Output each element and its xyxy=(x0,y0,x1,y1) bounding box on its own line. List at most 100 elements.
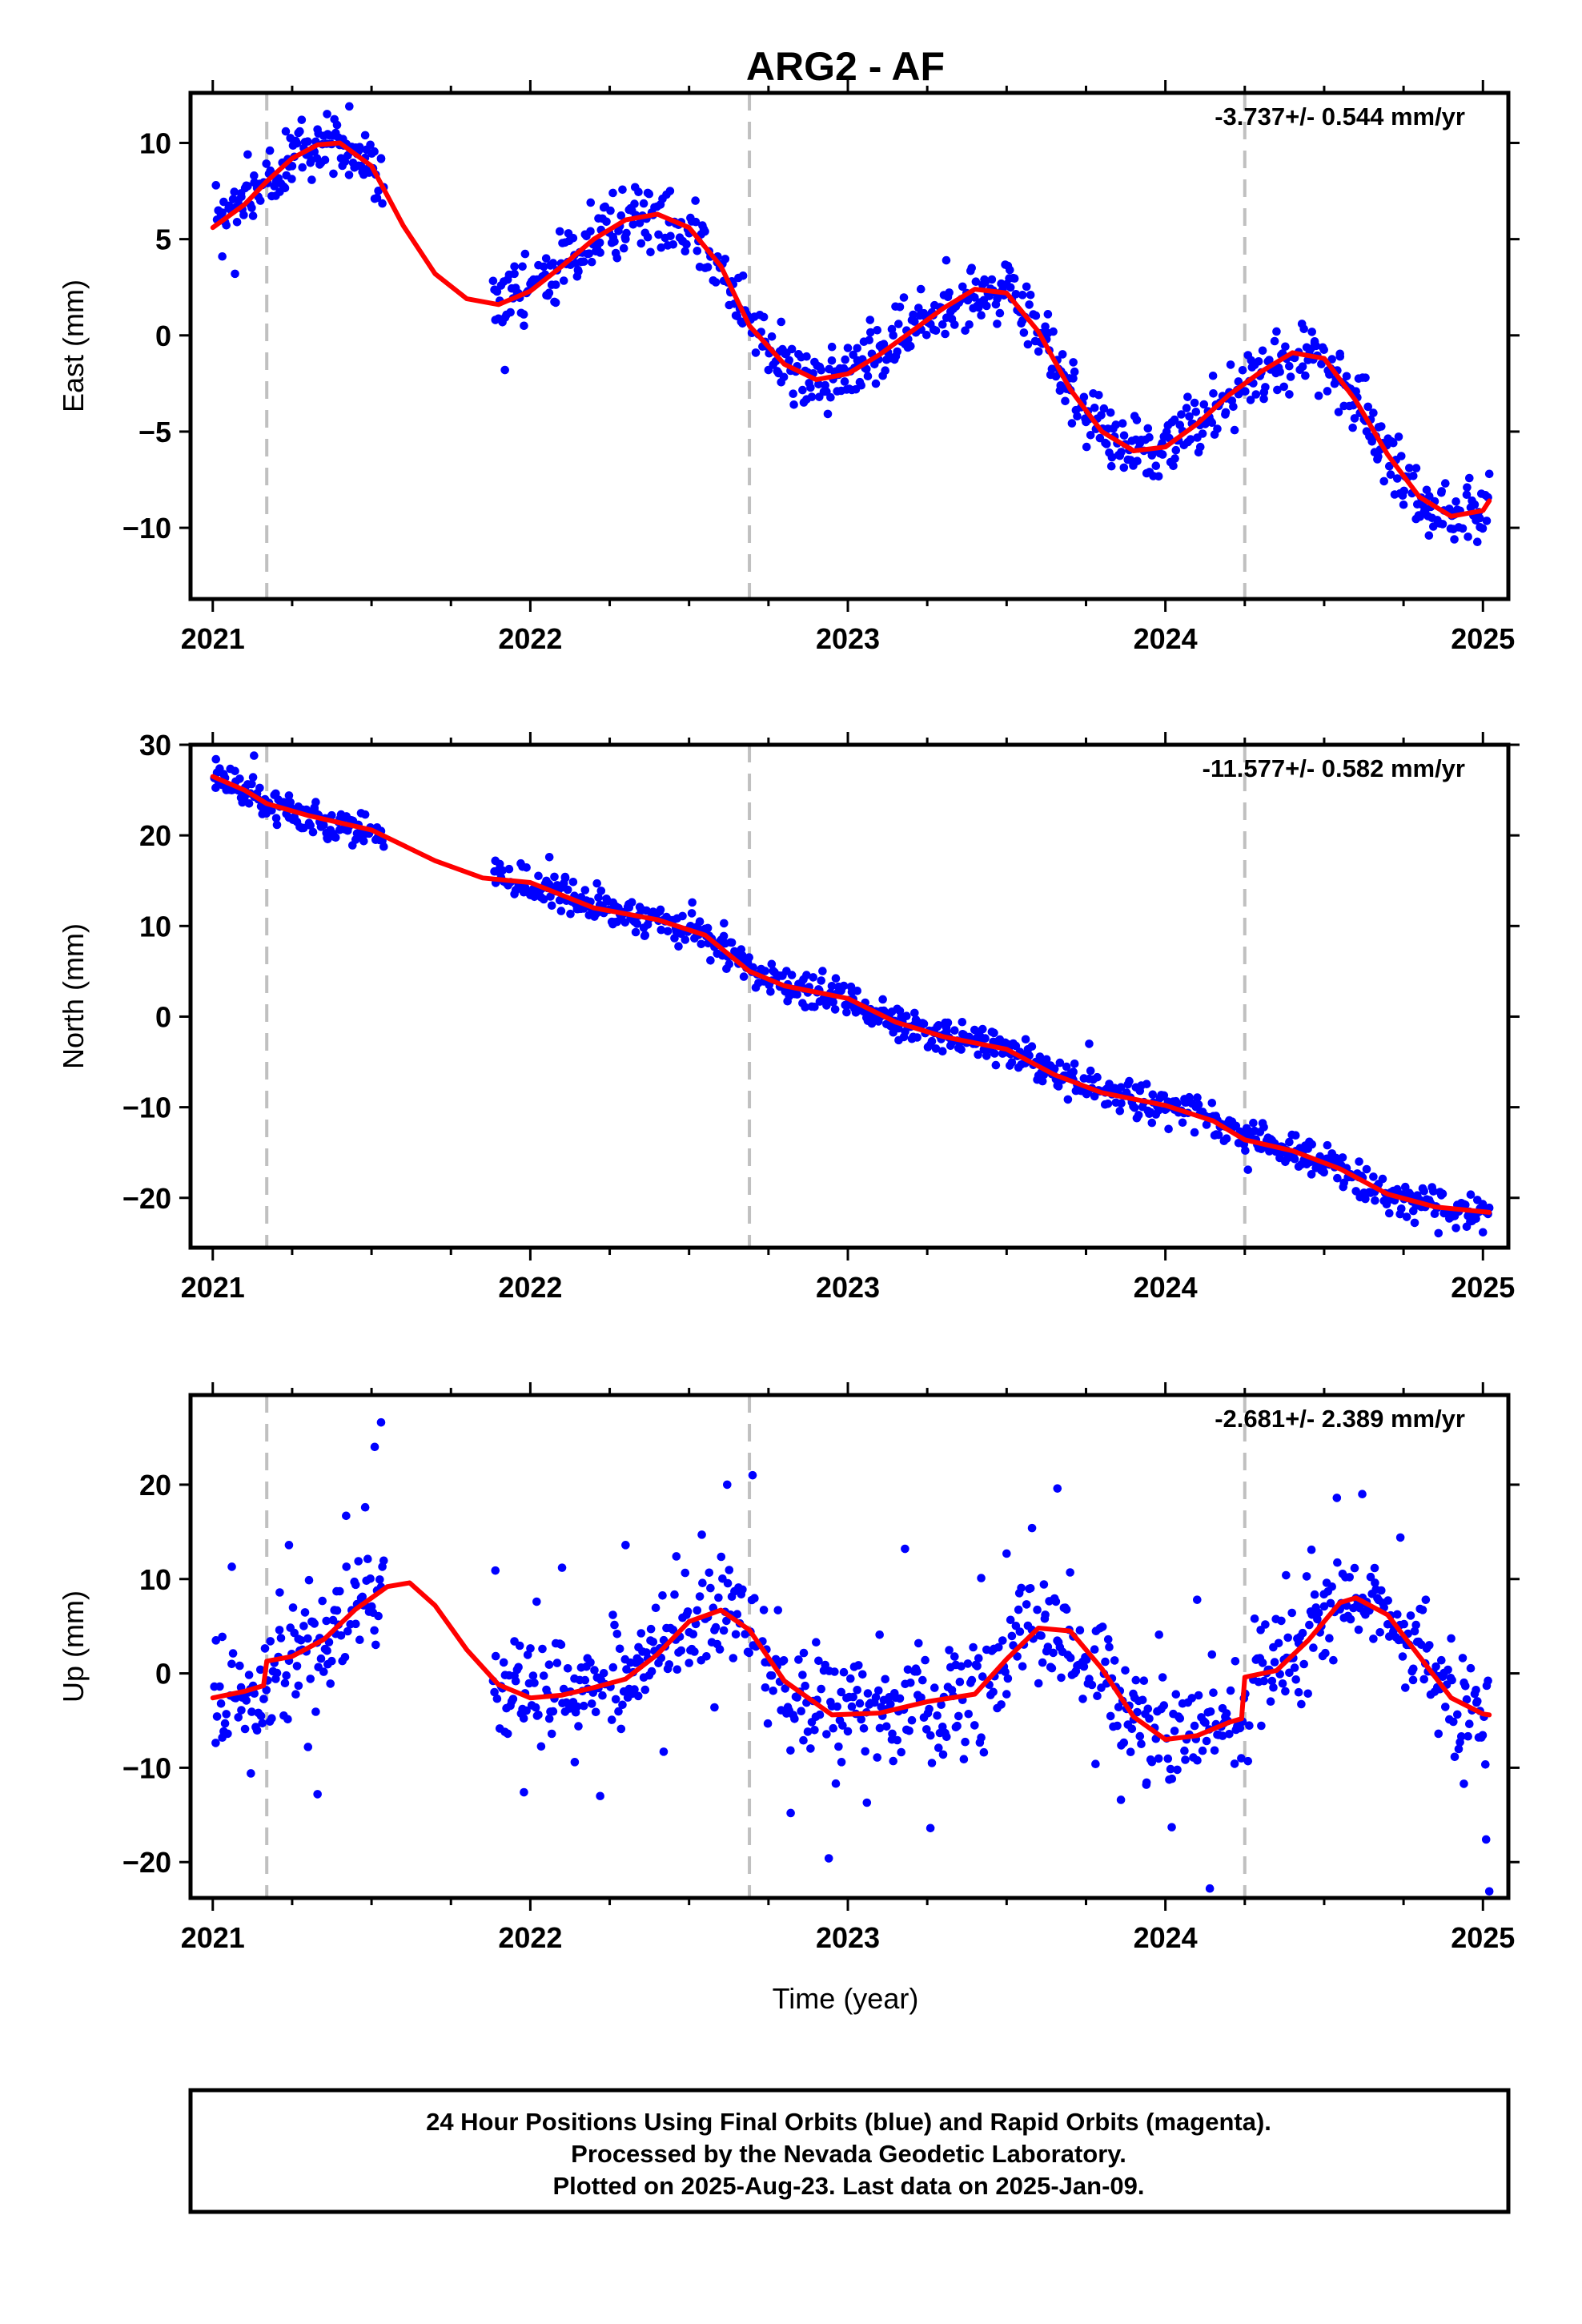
north-data-point xyxy=(1438,1189,1447,1198)
up-data-point xyxy=(557,1563,567,1572)
east-data-point xyxy=(360,131,370,140)
up-data-point xyxy=(1137,1739,1146,1748)
north-data-point xyxy=(1290,1154,1299,1164)
up-data-point xyxy=(837,1687,845,1697)
east-data-point xyxy=(1319,345,1328,355)
north-data-point xyxy=(934,1021,943,1030)
north-data-point xyxy=(656,905,665,915)
up-data-point xyxy=(722,1616,731,1626)
east-data-point xyxy=(541,254,551,263)
up-data-point xyxy=(539,1671,548,1680)
north-data-point xyxy=(727,938,737,947)
east-data-point xyxy=(587,257,596,267)
east-data-point xyxy=(230,187,239,196)
up-data-point xyxy=(921,1655,930,1665)
east-data-point xyxy=(1107,452,1117,462)
up-data-point xyxy=(216,1699,226,1708)
up-data-point xyxy=(954,1711,963,1721)
east-data-point xyxy=(621,235,630,243)
up-data-point xyxy=(855,1699,865,1708)
up-data-point xyxy=(659,1747,669,1756)
east-data-point xyxy=(1073,412,1082,421)
north-data-point xyxy=(580,886,590,895)
up-data-point xyxy=(729,1654,738,1663)
up-data-point xyxy=(1441,1703,1450,1711)
north-data-point xyxy=(1259,1123,1268,1132)
up-data-point xyxy=(492,1694,502,1703)
east-data-point xyxy=(817,366,825,375)
east-data-point xyxy=(977,311,986,320)
up-data-point xyxy=(1333,1558,1342,1567)
east-data-point xyxy=(1279,382,1288,392)
up-data-point xyxy=(822,1730,831,1739)
up-data-point xyxy=(1154,1754,1163,1763)
east-rate-label: -3.737+/- 0.544 mm/yr xyxy=(1215,103,1465,131)
up-data-point xyxy=(1464,1731,1472,1741)
up-data-point xyxy=(1443,1665,1452,1675)
east-data-point xyxy=(644,189,654,199)
north-data-point xyxy=(1130,1104,1139,1112)
east-data-point xyxy=(1058,350,1067,359)
east-data-point xyxy=(298,163,307,172)
up-data-point xyxy=(812,1638,821,1647)
east-data-point xyxy=(518,262,527,271)
north-data-point xyxy=(1434,1228,1443,1238)
up-data-point xyxy=(1210,1746,1219,1755)
north-data-point xyxy=(783,996,792,1006)
east-data-point xyxy=(539,262,548,271)
north-data-point xyxy=(1410,1218,1419,1228)
up-data-point xyxy=(375,1575,384,1584)
up-data-point xyxy=(514,1663,523,1672)
up-data-point xyxy=(722,1480,732,1490)
east-data-point xyxy=(295,127,304,136)
up-data-point xyxy=(520,1787,528,1797)
north-data-point xyxy=(1378,1174,1387,1184)
up-data-point xyxy=(801,1681,809,1691)
north-data-point xyxy=(739,972,749,981)
up-data-point xyxy=(862,1798,872,1807)
north-data-point xyxy=(539,895,548,904)
east-data-point xyxy=(1385,461,1394,471)
east-data-point xyxy=(280,183,290,193)
up-data-point xyxy=(633,1691,643,1701)
east-data-point xyxy=(265,146,275,155)
east-data-point xyxy=(519,310,528,319)
up-data-point xyxy=(858,1670,867,1679)
up-data-point xyxy=(283,1715,292,1724)
east-data-point xyxy=(551,280,560,289)
east-data-point xyxy=(231,269,239,279)
east-data-point xyxy=(636,239,646,248)
north-data-point xyxy=(1307,1170,1316,1179)
up-data-point xyxy=(1051,1597,1061,1606)
up-data-point xyxy=(282,1671,291,1680)
up-data-point xyxy=(1283,1633,1292,1642)
east-data-point xyxy=(1079,392,1089,402)
up-data-point xyxy=(794,1655,803,1664)
north-data-point xyxy=(1478,1228,1488,1237)
up-data-point xyxy=(1066,1653,1075,1663)
east-data-point xyxy=(323,110,331,119)
east-data-point xyxy=(492,287,502,296)
up-data-point xyxy=(363,1554,372,1563)
east-data-point xyxy=(1247,356,1256,365)
north-data-point xyxy=(555,895,564,905)
up-data-point xyxy=(272,1668,282,1678)
north-data-point xyxy=(1285,1137,1294,1147)
east-data-point xyxy=(798,385,807,395)
north-data-point xyxy=(1333,1173,1342,1183)
north-data-point xyxy=(1222,1134,1231,1143)
up-data-point xyxy=(583,1654,592,1663)
east-data-point xyxy=(1261,383,1270,392)
north-data-point xyxy=(1027,1042,1037,1051)
east-data-point xyxy=(1047,364,1057,374)
east-data-point xyxy=(1025,300,1034,309)
up-y-tick-label: −20 xyxy=(122,1846,171,1879)
up-data-point xyxy=(640,1685,650,1695)
up-data-point xyxy=(833,1702,841,1711)
up-data-point xyxy=(544,1714,554,1723)
up-data-point xyxy=(371,1640,380,1650)
up-data-point xyxy=(863,1689,873,1698)
up-data-point xyxy=(284,1541,294,1550)
up-data-point xyxy=(1418,1606,1427,1614)
up-data-point xyxy=(1398,1652,1407,1661)
